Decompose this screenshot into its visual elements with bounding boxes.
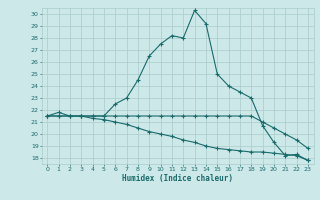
X-axis label: Humidex (Indice chaleur): Humidex (Indice chaleur) bbox=[122, 174, 233, 183]
